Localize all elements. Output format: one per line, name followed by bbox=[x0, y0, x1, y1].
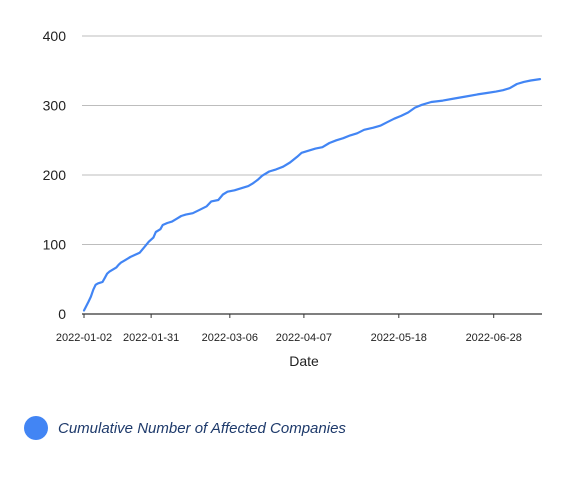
legend-swatch bbox=[24, 416, 48, 440]
x-tick-label: 2022-01-31 bbox=[123, 332, 179, 344]
legend: Cumulative Number of Affected Companies bbox=[24, 416, 346, 440]
y-tick-label: 0 bbox=[58, 306, 66, 322]
y-tick-label: 400 bbox=[43, 28, 67, 44]
x-tick-label: 2022-06-28 bbox=[466, 332, 522, 344]
y-axis-ticks: 0 100 200 300 400 bbox=[43, 28, 67, 322]
series-layer bbox=[82, 78, 542, 312]
x-tick-label: 2022-01-02 bbox=[56, 332, 112, 344]
x-tick-label: 2022-05-18 bbox=[371, 332, 427, 344]
gridlines bbox=[82, 35, 542, 315]
series-line bbox=[82, 78, 542, 312]
y-tick-label: 300 bbox=[43, 98, 67, 114]
x-tick-label: 2022-04-07 bbox=[276, 332, 332, 344]
y-tick-label: 200 bbox=[43, 167, 67, 183]
x-axis-title: Date bbox=[289, 353, 319, 369]
y-tick-label: 100 bbox=[43, 237, 67, 253]
legend-label: Cumulative Number of Affected Companies bbox=[58, 420, 346, 437]
x-tick-label: 2022-03-06 bbox=[202, 332, 258, 344]
x-axis-ticks: 2022-01-02 2022-01-31 2022-03-06 2022-04-07… bbox=[56, 314, 522, 344]
